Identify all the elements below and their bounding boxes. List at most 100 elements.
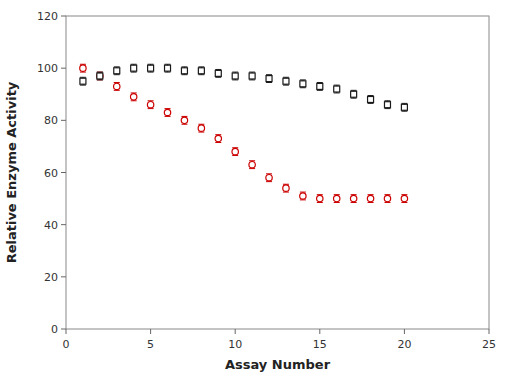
error-bar: [351, 90, 357, 98]
y-tick-label: 20: [44, 271, 58, 284]
x-tick-label: 15: [313, 338, 327, 351]
error-bar: [334, 195, 340, 203]
point: [334, 195, 340, 201]
point: [249, 73, 255, 79]
chart: 0510152025020406080100120Assay NumberRel…: [0, 0, 507, 381]
error-bar: [215, 135, 221, 143]
error-bar: [232, 148, 238, 156]
y-tick-label: 0: [51, 323, 58, 336]
error-bar: [215, 69, 221, 77]
error-bar: [131, 64, 137, 72]
x-tick: [66, 329, 67, 334]
y-tick: [61, 120, 66, 121]
error-bar: [232, 72, 238, 80]
error-bar: [401, 103, 407, 111]
x-tick: [235, 329, 236, 334]
error-bar: [198, 67, 204, 75]
point: [131, 65, 137, 71]
point: [249, 161, 255, 167]
plot-area: [80, 64, 408, 202]
y-tick: [61, 224, 66, 225]
point: [215, 135, 221, 141]
x-axis: 0510152025: [63, 329, 497, 351]
point: [97, 73, 103, 79]
error-bar: [266, 75, 272, 83]
point: [181, 68, 187, 74]
point: [266, 175, 272, 181]
error-bar: [165, 109, 171, 117]
error-bar: [97, 72, 103, 80]
error-bar: [80, 64, 86, 72]
point: [80, 65, 86, 71]
point: [351, 91, 357, 97]
x-tick: [319, 329, 320, 334]
point: [232, 148, 238, 154]
error-bar: [334, 85, 340, 93]
y-tick-label: 120: [37, 10, 58, 23]
plot-frame: [66, 16, 489, 329]
y-tick-label: 80: [44, 114, 58, 127]
series: [80, 64, 407, 111]
y-tick: [61, 172, 66, 173]
error-bar: [384, 101, 390, 109]
error-bar: [114, 67, 120, 75]
error-bar: [368, 96, 374, 104]
error-bar: [148, 64, 154, 72]
point: [368, 96, 374, 102]
error-bar: [266, 174, 272, 182]
x-tick-label: 5: [147, 338, 154, 351]
x-tick-label: 10: [228, 338, 242, 351]
point: [130, 94, 136, 100]
point: [350, 195, 356, 201]
point: [165, 65, 171, 71]
x-tick: [150, 329, 151, 334]
error-bar: [317, 195, 323, 203]
point: [300, 193, 306, 199]
error-bar: [165, 64, 171, 72]
x-tick-label: 0: [63, 338, 70, 351]
x-tick: [404, 329, 405, 334]
point: [80, 78, 86, 84]
point: [283, 78, 289, 84]
y-tick: [61, 16, 66, 17]
error-bar: [97, 72, 103, 80]
error-bar: [401, 195, 407, 203]
error-bar: [300, 80, 306, 88]
error-bar: [249, 72, 255, 80]
point: [198, 68, 204, 74]
point: [148, 65, 154, 71]
x-axis-label: Assay Number: [225, 357, 331, 372]
point: [283, 185, 289, 191]
point: [164, 109, 170, 115]
x-tick-label: 20: [397, 338, 411, 351]
error-bar: [80, 77, 86, 85]
error-bar: [131, 93, 137, 101]
error-bar: [317, 83, 323, 91]
point: [181, 117, 187, 123]
point: [97, 73, 103, 79]
error-bar: [351, 195, 357, 203]
point: [401, 195, 407, 201]
point: [232, 73, 238, 79]
error-bar: [148, 101, 154, 109]
point: [147, 101, 153, 107]
y-tick-label: 40: [44, 219, 58, 232]
point: [384, 195, 390, 201]
error-bar: [300, 192, 306, 200]
background: [0, 0, 507, 381]
error-bar: [181, 67, 187, 75]
point: [401, 104, 407, 110]
y-axis: 020406080100120: [37, 10, 66, 336]
point: [317, 83, 323, 89]
x-tick: [489, 329, 490, 334]
point: [384, 102, 390, 108]
point: [367, 195, 373, 201]
y-tick: [61, 68, 66, 69]
error-bar: [283, 77, 289, 85]
y-tick-label: 100: [37, 62, 58, 75]
point: [334, 86, 340, 92]
error-bar: [368, 195, 374, 203]
point: [266, 76, 272, 82]
point: [215, 70, 221, 76]
error-bar: [249, 161, 255, 169]
